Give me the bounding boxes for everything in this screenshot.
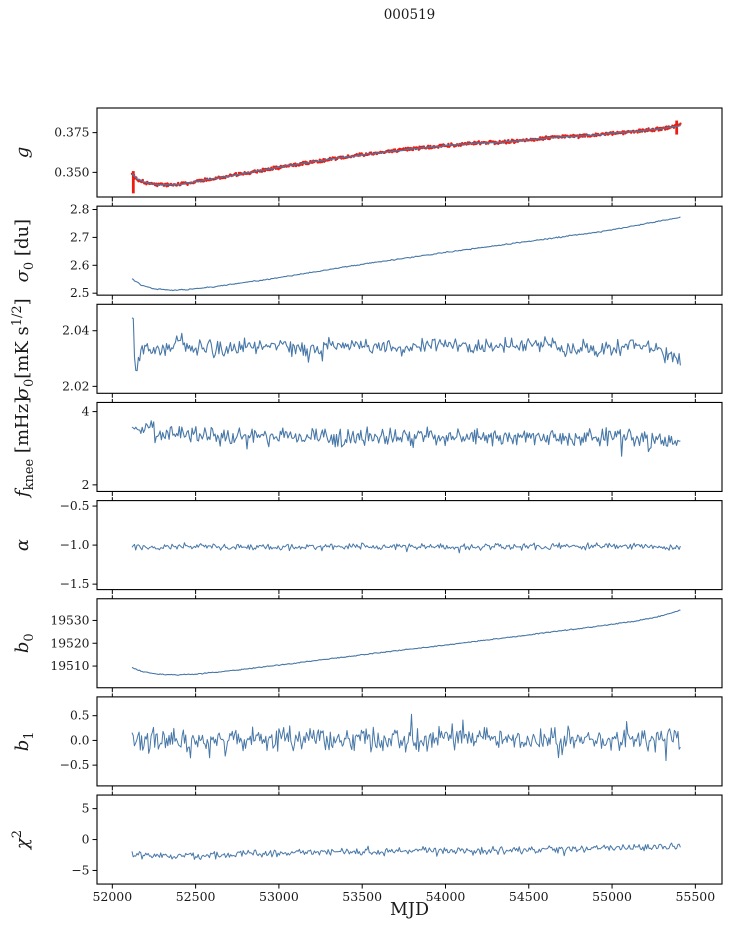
panel-b1-frame: [96, 696, 723, 787]
y-tick-label: 19520: [50, 636, 89, 650]
y-tick-label: −5: [71, 863, 89, 877]
panel-g-ylabel: g: [12, 147, 33, 159]
x-tick-label: 53000: [259, 889, 299, 904]
y-tick-label: 0.0: [70, 733, 90, 747]
x-tick-label: 54500: [509, 889, 549, 904]
panel-g-xaxis: [111, 197, 696, 202]
b0-line: [131, 609, 681, 676]
sigma0-mK-line: [131, 317, 681, 372]
panel-fknee-xaxis: [111, 398, 696, 496]
panel-b0-xaxis: [111, 595, 696, 693]
x-tick-label: 52000: [92, 889, 132, 904]
y-tick-label: −1.0: [60, 538, 90, 552]
y-tick-label: 0.375: [54, 126, 89, 140]
y-tick-label: 2: [82, 478, 90, 492]
panel-chi2-ylabel: χ2: [10, 830, 33, 851]
panel-sigma0-du: 2.5 2.6 2.7 2.8 σ0 [du]: [12, 202, 723, 300]
y-tick-label: 19510: [50, 659, 89, 673]
panel-fknee-yaxis: 24: [82, 405, 97, 492]
panel-sigma0-du-frame: [96, 205, 723, 296]
x-axis-label: MJD: [390, 900, 429, 920]
gain-samples-red: [130, 120, 682, 194]
y-tick-label: 2.02: [62, 379, 89, 393]
panel-alpha-ylabel: α: [12, 539, 33, 551]
chi2-line: [131, 842, 681, 860]
panel-b0-ylabel: b0: [12, 633, 37, 653]
panel-sigma0-mK-xaxis: [111, 300, 696, 398]
y-tick-label: 5: [82, 802, 90, 816]
panel-b0: 19510 19520 19530 b0: [12, 595, 723, 693]
b1-line: [131, 713, 681, 762]
panel-b1-yaxis: −0.5 0.0 0.5: [60, 709, 97, 772]
panel-b0-yaxis: 19510 19520 19530: [50, 613, 97, 673]
y-tick-label: 2.6: [70, 258, 90, 272]
panel-g-frame: [96, 107, 723, 198]
y-tick-label: 0.350: [54, 165, 89, 179]
panel-alpha: −1.5 −1.0 −0.5 α: [12, 497, 723, 595]
figure-title: 000519: [383, 7, 436, 23]
y-tick-label: 2.5: [70, 286, 90, 300]
y-tick-label: 19530: [50, 613, 89, 627]
panel-g-yaxis: 0.350 0.375: [54, 126, 97, 179]
alpha-line: [131, 542, 681, 554]
y-tick-label: 0: [82, 833, 90, 847]
panel-sigma0-mK-yaxis: 2.02 2.04: [62, 324, 97, 393]
x-tick-label: 54000: [426, 889, 466, 904]
panel-b0-frame: [96, 598, 723, 689]
panel-chi2-xaxis: 52000 52500 53000 53500 54000 54500 55000 55500: [92, 791, 715, 904]
y-tick-label: 4: [82, 405, 90, 419]
panel-sigma0-du-yaxis: 2.5 2.6 2.7 2.8: [70, 202, 97, 300]
panel-alpha-frame: [96, 500, 723, 591]
fknee-line: [131, 420, 681, 457]
panel-chi2-yaxis: −5 0 5: [71, 802, 97, 877]
y-tick-label: −1.5: [60, 577, 90, 591]
panel-chi2-frame: [96, 794, 723, 885]
x-tick-label: 55500: [675, 889, 715, 904]
y-tick-label: 2.7: [70, 230, 90, 244]
panel-sigma0-mK-frame: [96, 303, 723, 394]
panel-b1-xaxis: [111, 693, 696, 791]
panel-sigma0-mK: 2.02 2.04 σ0[mK s1/2]: [10, 298, 723, 399]
panel-sigma0-mK-ylabel: σ0[mK s1/2]: [10, 298, 37, 399]
panel-alpha-yaxis: −1.5 −1.0 −0.5: [60, 499, 97, 591]
x-tick-label: 53500: [342, 889, 382, 904]
panel-fknee-frame: [96, 401, 723, 493]
sigma0-du-line: [131, 216, 681, 292]
y-tick-label: 0.5: [70, 709, 90, 723]
x-tick-label: 55000: [592, 889, 632, 904]
panel-g: 0.350 0.375 g: [12, 107, 723, 202]
x-tick-label: 52500: [176, 889, 216, 904]
y-tick-label: −0.5: [60, 758, 90, 772]
y-tick-label: 2.04: [62, 324, 90, 338]
panel-fknee-ylabel: fknee [mHz]: [12, 397, 37, 499]
panel-sigma0-du-ylabel: σ0 [du]: [12, 219, 37, 282]
panel-sigma0-du-xaxis: [111, 202, 696, 300]
y-tick-label: 2.8: [70, 202, 90, 216]
panel-alpha-xaxis: [111, 497, 696, 595]
panel-b1: −0.5 0.0 0.5 b1: [12, 693, 723, 791]
panel-b1-ylabel: b1: [12, 731, 37, 751]
gain-smoothed-blue: [131, 124, 681, 186]
y-tick-label: −0.5: [60, 499, 90, 513]
